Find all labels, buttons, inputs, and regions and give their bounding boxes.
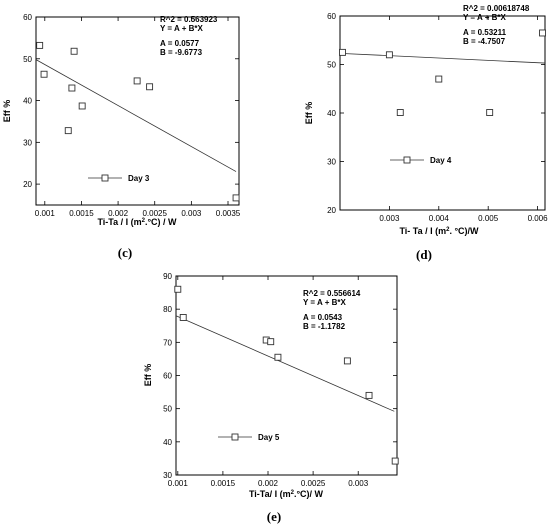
data-point	[64, 127, 72, 135]
fit-line	[175, 315, 395, 412]
panel-caption: (e)	[267, 509, 281, 524]
y-tick-label: 50	[23, 55, 32, 64]
data-point	[68, 84, 76, 92]
y-axis-label: Eff %	[304, 102, 314, 125]
x-tick-label: 0.003	[379, 214, 400, 223]
data-point	[343, 357, 351, 365]
y-tick-label: 40	[23, 97, 32, 106]
y-tick-label: 30	[163, 471, 172, 480]
panel-caption: (c)	[118, 245, 132, 260]
y-tick-label: 30	[327, 158, 336, 167]
x-tick-label: 0.0035	[216, 209, 241, 218]
data-point	[391, 457, 399, 465]
x-axis-label: Ti-Ta / I (m2.°C) / W	[97, 217, 177, 227]
y-tick-label: 20	[23, 180, 32, 189]
x-tick-label: 0.002	[258, 479, 279, 488]
y-tick-label: 40	[163, 438, 172, 447]
x-tick-label: 0.0015	[69, 209, 94, 218]
data-point	[70, 47, 78, 55]
x-tick-label: 0.001	[35, 209, 56, 218]
regression-annotation: B = -4.7507	[463, 37, 506, 46]
data-point	[133, 77, 141, 85]
x-tick-label: 0.004	[429, 214, 450, 223]
plot-frame	[339, 15, 546, 211]
x-tick-label: 0.003	[348, 479, 369, 488]
x-tick-label: 0.0025	[301, 479, 326, 488]
data-point	[232, 194, 240, 202]
regression-annotation: B = -1.1782	[303, 322, 346, 331]
regression-annotation: R^2 = 0.563923	[160, 15, 218, 24]
regression-annotation: A = 0.0543	[303, 313, 343, 322]
data-point	[40, 70, 48, 78]
plot-frame	[35, 16, 240, 206]
data-point	[435, 75, 443, 83]
regression-annotation: Y = A + B*X	[463, 13, 507, 22]
y-axis-label: Eff %	[2, 100, 12, 123]
x-tick-label: 0.006	[528, 214, 549, 223]
y-tick-label: 50	[327, 61, 336, 70]
chart-panel-d: 0.003 0.004 0.005 0.006 20 30 40 50 60 R^2 = 0.00…	[304, 4, 548, 262]
legend-label: Day 4	[430, 156, 452, 165]
y-tick-label: 60	[23, 13, 32, 22]
regression-annotation: B = -9.6773	[160, 48, 203, 57]
legend-marker	[101, 174, 109, 182]
data-point	[486, 109, 494, 116]
regression-annotation: R^2 = 0.556614	[303, 289, 361, 298]
data-point	[274, 353, 282, 361]
legend-marker	[231, 433, 239, 441]
data-point	[78, 102, 86, 110]
x-tick-label: 0.0025	[142, 209, 167, 218]
x-tick-label: 0.003	[181, 209, 202, 218]
data-point	[146, 83, 154, 91]
fit-line	[339, 52, 546, 64]
y-tick-label: 60	[163, 372, 172, 381]
y-tick-label: 90	[163, 272, 172, 281]
data-point	[36, 41, 44, 49]
x-tick-label: 0.001	[168, 479, 189, 488]
y-tick-label: 60	[327, 12, 336, 21]
data-point	[179, 314, 187, 321]
regression-annotation: R^2 = 0.00618748	[463, 4, 530, 13]
chart-panel-e: 0.001 0.0015 0.002 0.0025 0.003 30 40 50 60 70 80 9…	[143, 272, 399, 524]
y-tick-label: 50	[163, 405, 172, 414]
data-point	[267, 338, 275, 346]
chart-panel-c: 0.001 0.0015 0.002 0.0025 0.003 0.0035 20 30 40 5…	[2, 13, 241, 260]
y-tick-label: 30	[23, 138, 32, 147]
y-tick-label: 40	[327, 109, 336, 118]
y-tick-label: 80	[163, 305, 172, 314]
x-axis-label: Ti- Ta / I (m2. °C)/W	[399, 226, 479, 236]
data-point	[174, 285, 182, 293]
y-tick-label: 70	[163, 338, 172, 347]
data-point	[385, 51, 393, 59]
legend-label: Day 5	[258, 433, 280, 442]
fit-line	[35, 59, 237, 172]
data-point	[539, 29, 546, 37]
x-tick-label: 0.0015	[211, 479, 236, 488]
regression-annotation: A = 0.53211	[463, 28, 507, 37]
regression-annotation: A = 0.0577	[160, 39, 200, 48]
panel-caption: (d)	[416, 247, 432, 262]
regression-annotation: Y = A + B*X	[160, 24, 204, 33]
x-axis-label: Ti-Ta/ I (m2.°C)/ W	[249, 489, 324, 499]
x-tick-label: 0.002	[108, 209, 129, 218]
legend-marker	[403, 156, 411, 164]
legend-label: Day 3	[128, 174, 150, 183]
data-point	[339, 48, 346, 56]
data-point	[396, 109, 404, 116]
data-point	[365, 391, 373, 399]
plot-frame	[175, 275, 398, 476]
regression-annotation: Y = A + B*X	[303, 298, 347, 307]
x-tick-label: 0.005	[478, 214, 499, 223]
y-axis-label: Eff %	[143, 364, 153, 387]
y-tick-label: 20	[327, 206, 336, 215]
